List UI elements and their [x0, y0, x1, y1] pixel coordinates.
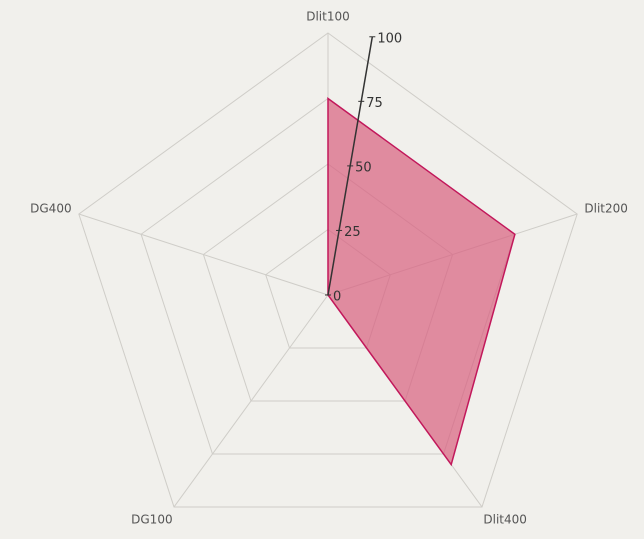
- category-label: Dlit200: [584, 202, 628, 216]
- radial-tick-label: 25: [344, 225, 361, 240]
- category-label: DG400: [30, 202, 71, 216]
- category-label: DG100: [131, 512, 172, 526]
- grid-ring: [78, 32, 578, 508]
- radial-tick-label: 75: [366, 96, 383, 111]
- series-area: [327, 97, 516, 467]
- category-label: Dlit100: [306, 10, 350, 24]
- radial-tick-label: 100: [377, 31, 402, 46]
- category-label: Dlit400: [483, 512, 527, 526]
- radial-tick-label: 50: [355, 160, 372, 175]
- spoke: [78, 213, 329, 296]
- spoke: [173, 294, 329, 508]
- radial-tick-label: 0: [333, 290, 341, 305]
